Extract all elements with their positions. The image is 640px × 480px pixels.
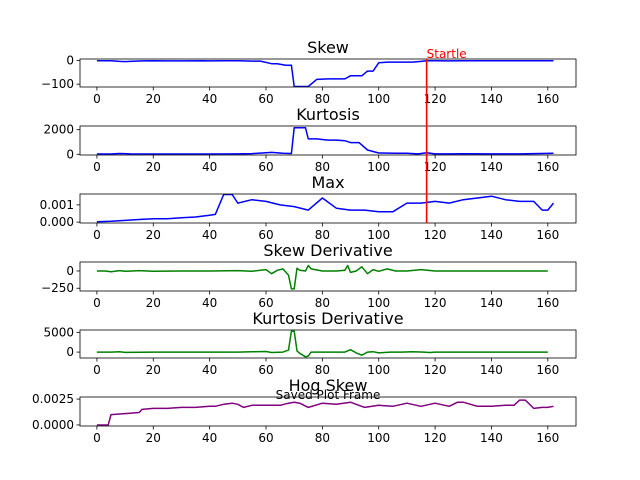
y-tick-label: 0 bbox=[66, 345, 74, 359]
y-tick-label: −100 bbox=[41, 77, 74, 91]
series-line bbox=[96, 330, 548, 358]
x-tick-label: 160 bbox=[536, 296, 559, 310]
x-tick-label: 120 bbox=[424, 92, 447, 106]
x-tick-label: 160 bbox=[536, 92, 559, 106]
x-tick-label: 40 bbox=[202, 228, 217, 242]
x-tick-label: 120 bbox=[424, 431, 447, 445]
x-tick-label: 20 bbox=[146, 296, 161, 310]
y-tick-label: 0.001 bbox=[40, 198, 74, 212]
y-tick-label: 5000 bbox=[43, 325, 74, 339]
x-tick-label: 0 bbox=[93, 160, 101, 174]
x-tick-label: 60 bbox=[258, 431, 273, 445]
x-tick-label: 100 bbox=[367, 92, 390, 106]
series-line bbox=[96, 399, 554, 426]
axes-frame bbox=[79, 261, 577, 292]
x-tick-label: 80 bbox=[315, 160, 330, 174]
x-tick-label: 20 bbox=[146, 363, 161, 377]
x-tick-label: 20 bbox=[146, 160, 161, 174]
x-tick-label: 100 bbox=[367, 160, 390, 174]
x-tick-label: 80 bbox=[315, 296, 330, 310]
x-tick-label: 160 bbox=[536, 160, 559, 174]
x-tick-label: 20 bbox=[146, 92, 161, 106]
x-tick-label: 140 bbox=[480, 228, 503, 242]
x-tick-label: 140 bbox=[480, 431, 503, 445]
y-tick-label: 0.000 bbox=[40, 215, 74, 229]
y-tick-label: 0.0000 bbox=[32, 418, 74, 432]
series-line bbox=[96, 127, 554, 155]
x-tick-label: 100 bbox=[367, 363, 390, 377]
y-tick-label: 0 bbox=[66, 53, 74, 67]
axes-frame bbox=[79, 329, 577, 359]
x-tick-label: 40 bbox=[202, 160, 217, 174]
subplot-6: Hog Skew 0 20 40 60 80 100 120 140 160 0.0025 0.000… bbox=[32, 376, 577, 445]
x-tick-label: 100 bbox=[367, 431, 390, 445]
subplot-2: Kurtosis 0 20 40 60 80 100 120 140 160 0 2000 bbox=[43, 105, 577, 174]
x-tick-label: 60 bbox=[258, 296, 273, 310]
x-tick-label: 140 bbox=[480, 363, 503, 377]
subplot-title: Skew bbox=[307, 38, 349, 57]
subplot-title: Hog Skew bbox=[289, 376, 368, 395]
subplot-grid: Skew 0 20 40 60 80 100 120 140 160 0 −100 Kurtosis 0 2… bbox=[32, 38, 577, 445]
x-tick-label: 80 bbox=[315, 363, 330, 377]
x-tick-label: 160 bbox=[536, 363, 559, 377]
axes-frame bbox=[79, 58, 577, 88]
x-tick-label: 0 bbox=[93, 228, 101, 242]
axes-frame bbox=[79, 396, 577, 427]
subplot-1: Skew 0 20 40 60 80 100 120 140 160 0 −100 bbox=[41, 38, 577, 106]
x-tick-label: 40 bbox=[202, 363, 217, 377]
x-tick-label: 40 bbox=[202, 92, 217, 106]
y-tick-label: 0 bbox=[66, 147, 74, 161]
x-tick-label: 20 bbox=[146, 431, 161, 445]
axes-frame bbox=[79, 193, 577, 224]
x-tick-label: 120 bbox=[424, 296, 447, 310]
x-tick-label: 100 bbox=[367, 296, 390, 310]
x-tick-label: 140 bbox=[480, 160, 503, 174]
x-tick-label: 20 bbox=[146, 228, 161, 242]
y-tick-label: 0.0025 bbox=[32, 392, 74, 406]
x-tick-label: 100 bbox=[367, 228, 390, 242]
x-tick-label: 0 bbox=[93, 431, 101, 445]
y-tick-label: 2000 bbox=[43, 123, 74, 137]
x-tick-label: 0 bbox=[93, 363, 101, 377]
x-tick-label: 60 bbox=[258, 160, 273, 174]
x-tick-label: 0 bbox=[93, 92, 101, 106]
y-tick-label: −250 bbox=[41, 281, 74, 295]
x-tick-label: 140 bbox=[480, 92, 503, 106]
y-tick-label: 0 bbox=[66, 264, 74, 278]
subplot-5: Kurtosis Derivative 0 20 40 60 80 100 120 140 160… bbox=[43, 309, 577, 377]
x-tick-label: 40 bbox=[202, 431, 217, 445]
subplot-title: Kurtosis bbox=[296, 105, 360, 124]
subplot-title: Kurtosis Derivative bbox=[252, 309, 403, 328]
subplot-3: Max 0 20 40 60 80 100 120 140 160 0.001 0.000 bbox=[40, 173, 577, 242]
series-line bbox=[96, 59, 554, 87]
series-line bbox=[96, 194, 555, 223]
x-tick-label: 80 bbox=[315, 92, 330, 106]
x-tick-label: 0 bbox=[93, 296, 101, 310]
x-tick-label: 60 bbox=[258, 363, 273, 377]
x-tick-label: 120 bbox=[424, 160, 447, 174]
x-tick-label: 140 bbox=[480, 296, 503, 310]
x-tick-label: 120 bbox=[424, 228, 447, 242]
x-tick-label: 160 bbox=[536, 431, 559, 445]
x-tick-label: 40 bbox=[202, 296, 217, 310]
subplot-4: Skew Derivative 0 20 40 60 80 100 120 140 160 0 −25… bbox=[41, 241, 577, 310]
figure-label: Saved Plot Frame bbox=[276, 388, 381, 402]
x-tick-label: 60 bbox=[258, 228, 273, 242]
x-tick-label: 160 bbox=[536, 228, 559, 242]
x-tick-label: 120 bbox=[424, 363, 447, 377]
startle-marker-label: Startle bbox=[427, 47, 467, 61]
subplot-title: Skew Derivative bbox=[263, 241, 392, 260]
x-tick-label: 80 bbox=[315, 228, 330, 242]
x-tick-label: 60 bbox=[258, 92, 273, 106]
series-line bbox=[96, 264, 548, 290]
subplot-title: Max bbox=[311, 173, 344, 192]
axes-frame bbox=[79, 125, 577, 156]
x-tick-label: 80 bbox=[315, 431, 330, 445]
